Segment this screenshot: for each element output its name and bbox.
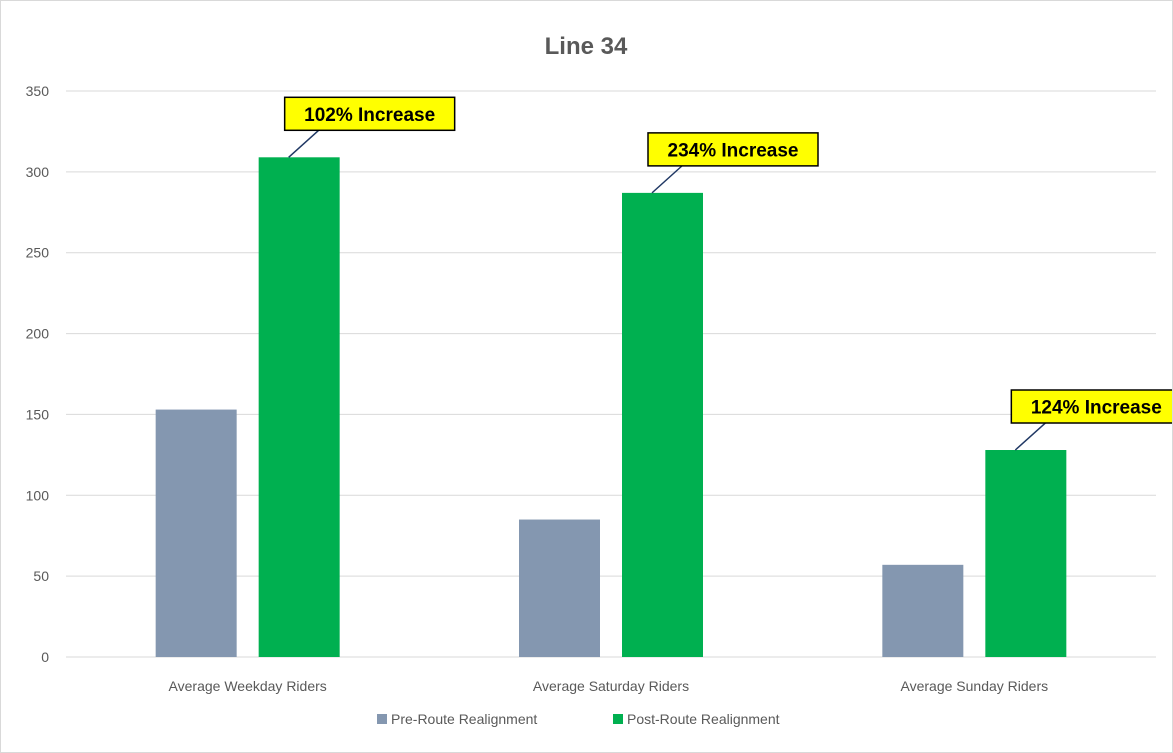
bar-pre-0 bbox=[155, 409, 237, 657]
legend: Pre-Route Realignment Post-Route Realignm… bbox=[377, 711, 780, 727]
legend-swatch bbox=[613, 714, 623, 724]
callout-box bbox=[647, 132, 819, 167]
y-tick-label: 350 bbox=[26, 83, 50, 99]
x-category-label: Average Weekday Riders bbox=[169, 678, 327, 694]
y-tick-label: 100 bbox=[26, 487, 50, 503]
callout-leader-line bbox=[1014, 422, 1046, 451]
y-tick-label: 0 bbox=[41, 649, 49, 665]
y-axis-tick-labels: 0 50 100 150 200 250 300 350 bbox=[26, 83, 50, 665]
callout-leader-line bbox=[651, 165, 683, 194]
x-category-label: Average Sunday Riders bbox=[901, 678, 1049, 694]
x-category-label: Average Saturday Riders bbox=[533, 678, 689, 694]
callout-label: 124% Increase bbox=[1031, 398, 1162, 419]
bar-post-0 bbox=[258, 157, 340, 657]
callout-leader-line bbox=[288, 129, 320, 158]
legend-swatch bbox=[377, 714, 387, 724]
bar-pre-2 bbox=[882, 564, 964, 657]
y-tick-label: 150 bbox=[26, 406, 50, 422]
y-tick-label: 200 bbox=[26, 326, 50, 342]
bar-post-1 bbox=[622, 192, 703, 657]
x-axis-category-labels: Average Weekday Riders Average Saturday R… bbox=[169, 678, 1049, 694]
y-tick-label: 300 bbox=[26, 164, 50, 180]
bar-post-2 bbox=[985, 450, 1067, 657]
chart-title: Line 34 bbox=[545, 33, 628, 60]
callout-box bbox=[283, 96, 456, 132]
legend-label: Pre-Route Realignment bbox=[391, 711, 537, 727]
gridlines bbox=[66, 90, 1156, 658]
bars bbox=[155, 157, 1067, 657]
y-tick-label: 50 bbox=[33, 568, 49, 584]
callout-label: 102% Increase bbox=[304, 105, 435, 126]
y-tick-label: 250 bbox=[26, 245, 50, 261]
callout-label: 234% Increase bbox=[668, 140, 799, 161]
callout-box bbox=[1010, 389, 1172, 424]
bar-pre-1 bbox=[519, 519, 600, 657]
legend-label: Post-Route Realignment bbox=[627, 711, 780, 727]
callouts: 102% Increase 234% Increase 124% Increase bbox=[283, 96, 1172, 451]
